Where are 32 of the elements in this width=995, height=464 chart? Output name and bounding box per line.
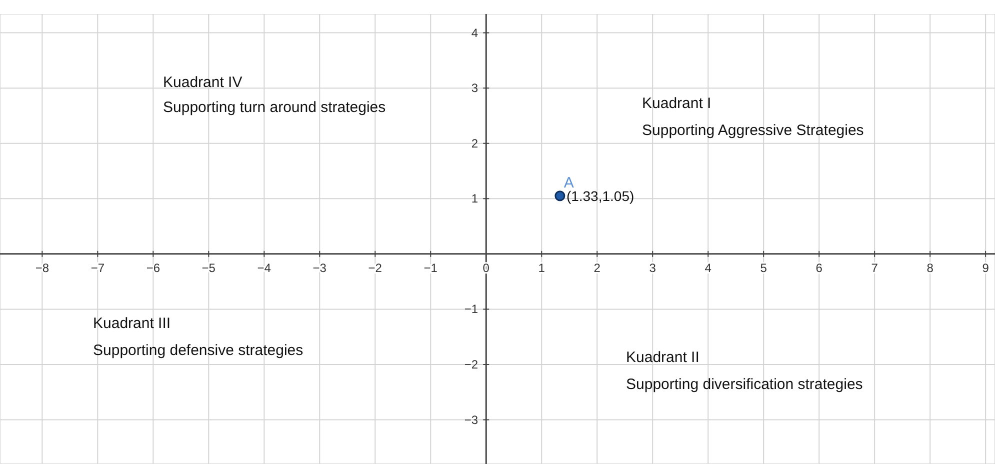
annotation: Kuadrant III <box>93 315 171 332</box>
annotation: Supporting turn around strategies <box>163 99 386 116</box>
x-tick-label: 5 <box>760 260 768 275</box>
x-tick-label: −8 <box>35 260 50 275</box>
y-tick-label: 1 <box>471 192 478 206</box>
annotation: Kuadrant IV <box>163 74 242 91</box>
x-tick-label: −2 <box>368 260 382 275</box>
x-tick-label: −6 <box>146 260 160 275</box>
annotation: Supporting Aggressive Strategies <box>642 122 864 139</box>
x-tick-label: 7 <box>871 260 878 275</box>
y-tick-label: 4 <box>471 26 478 40</box>
x-tick-label: 9 <box>982 260 990 275</box>
y-tick-label: 2 <box>471 136 478 150</box>
x-tick-label: 8 <box>926 260 934 275</box>
x-tick-label: −5 <box>202 260 216 275</box>
x-tick-label: −4 <box>257 260 272 275</box>
y-tick-label: −2 <box>464 357 478 372</box>
x-tick-label: 4 <box>704 260 712 275</box>
x-tick-label: 6 <box>816 260 823 275</box>
x-tick-label: −3 <box>312 260 327 275</box>
x-tick-label: −1 <box>424 260 438 275</box>
x-tick-label: 1 <box>538 260 546 275</box>
y-tick-label: 3 <box>471 81 478 96</box>
x-tick-label: 2 <box>594 260 601 275</box>
annotation: Kuadrant I <box>642 95 712 112</box>
y-tick-label: −1 <box>464 302 478 316</box>
x-tick-label: 3 <box>649 260 656 275</box>
annotation: Kuadrant II <box>626 349 700 366</box>
x-tick-label: −7 <box>90 260 105 275</box>
annotation: Supporting defensive strategies <box>93 342 304 359</box>
y-tick-label: −3 <box>464 412 478 427</box>
annotation: Supporting diversification strategies <box>626 376 863 393</box>
